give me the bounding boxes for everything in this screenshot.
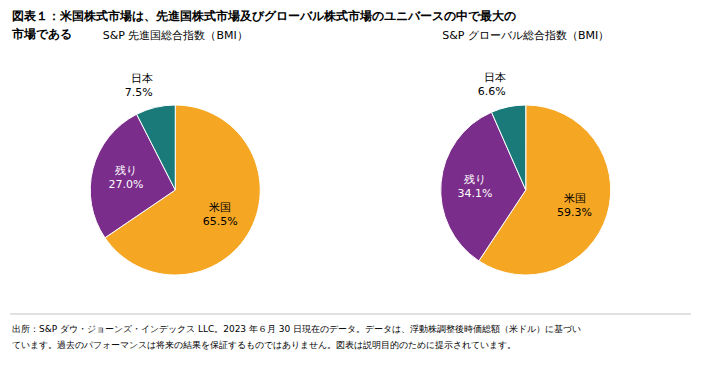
slice-category-label: 米国 [564, 192, 586, 205]
slice-category-label: 日本 [484, 71, 506, 84]
slice-category-label: 日本 [131, 72, 153, 85]
chart-root: 図表１：米国株式市場は、先進国株式市場及びグローバル株式市場のユニバースの中で最… [0, 0, 701, 382]
separator [10, 314, 691, 315]
slices [90, 105, 260, 275]
slice-value-label: 65.5% [203, 215, 238, 228]
pie-chart: 米国59.3% 残り34.1% 日本6.6% [441, 71, 611, 275]
pie-chart: 米国65.5% 残り27.0% 日本7.5% [90, 72, 260, 275]
data-labels: 米国65.5% 残り27.0% 日本7.5% [108, 72, 237, 228]
chart-title: S&P グローバル総合指数（BMI） [442, 29, 609, 42]
slice-value-label: 34.1% [457, 187, 492, 200]
slice-category-label: 米国 [209, 201, 231, 214]
figure-title: 図表１：米国株式市場は、先進国株式市場及びグローバル株式市場のユニバースの中で最… [12, 9, 516, 23]
footnote: ています。過去のパフォーマンスは将来の結果を保証するものではありません。図表は説… [12, 340, 516, 350]
chart-title: S&P 先進国総合指数（BMI） [103, 29, 248, 42]
slices [441, 105, 611, 275]
pie-slice [137, 105, 176, 190]
slice-category-label: 残り [464, 173, 486, 186]
pie-slice [492, 105, 526, 190]
slice-value-label: 59.3% [557, 206, 592, 219]
slice-value-label: 6.6% [478, 85, 506, 98]
slice-value-label: 27.0% [108, 178, 143, 191]
data-labels: 米国59.3% 残り34.1% 日本6.6% [457, 71, 592, 219]
figure-title: 市場である [11, 27, 72, 41]
slice-value-label: 7.5% [125, 86, 153, 99]
slice-category-label: 残り [115, 164, 137, 177]
footnote: 出所：S&P ダウ・ジョーンズ・インデックス LLC。2023 年６月 30 日… [12, 324, 581, 334]
